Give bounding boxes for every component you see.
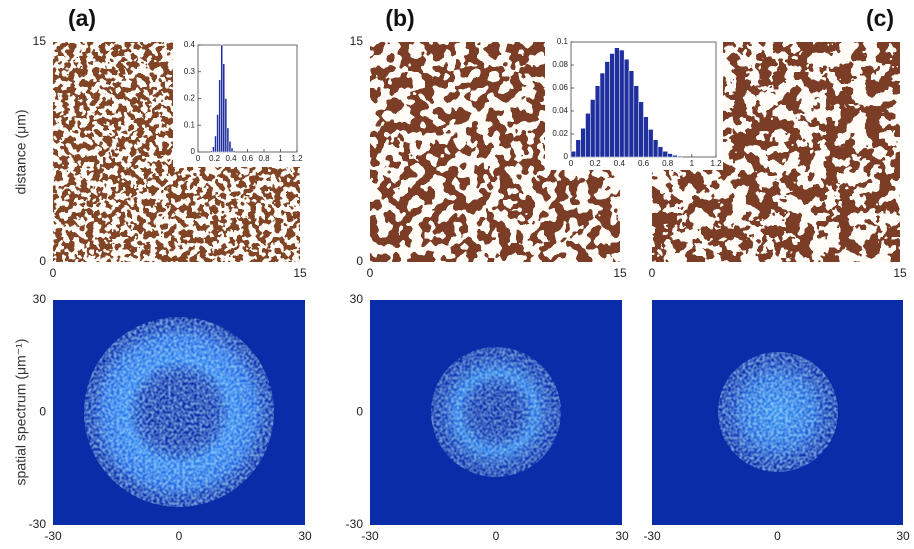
x-tick-label: -30 bbox=[361, 529, 379, 543]
y-tick-label: 0.02 bbox=[552, 129, 568, 138]
bar bbox=[224, 98, 228, 153]
x-tick-label: 0.2 bbox=[590, 159, 602, 168]
x-tick-label: 15 bbox=[613, 266, 627, 280]
bar bbox=[226, 127, 230, 153]
bar bbox=[216, 114, 219, 153]
x-tick-label: 0 bbox=[50, 266, 57, 280]
bar bbox=[657, 146, 664, 158]
bar bbox=[623, 59, 630, 158]
x-tick-label: 30 bbox=[298, 529, 312, 543]
y-tick-label: 0 bbox=[191, 147, 196, 156]
spectrum-speckle bbox=[718, 352, 838, 472]
x-tick-label: 0.8 bbox=[258, 154, 270, 163]
x-tick-label: -30 bbox=[44, 529, 62, 543]
bar bbox=[218, 79, 221, 153]
bar bbox=[648, 129, 654, 158]
x-tick-label: 0.8 bbox=[662, 159, 674, 168]
y-tick-label: 0 bbox=[39, 254, 46, 268]
x-tick-label: 0 bbox=[649, 266, 656, 280]
y-tick-label: 0.3 bbox=[184, 67, 196, 76]
x-tick-label: -30 bbox=[643, 529, 661, 543]
x-tick-label: 0.2 bbox=[209, 154, 221, 163]
x-tick-label: 15 bbox=[293, 266, 307, 280]
y-tick-label: 0.06 bbox=[552, 83, 568, 92]
y-tick-label: 0.2 bbox=[184, 94, 196, 103]
x-tick-label: 1.2 bbox=[291, 154, 303, 163]
bar bbox=[228, 141, 232, 153]
bar bbox=[667, 153, 673, 158]
y-tick-label: -30 bbox=[29, 517, 47, 531]
inset-background bbox=[173, 40, 301, 167]
bar bbox=[609, 53, 615, 158]
bar bbox=[604, 61, 610, 158]
histogram-inset: 0 0.2 0.4 0.6 0.8 1 1.2 0 0.02 0.04 0.06 0.08 0.1 bbox=[545, 36, 723, 170]
bar bbox=[594, 85, 601, 158]
bar bbox=[590, 99, 596, 158]
bar bbox=[638, 101, 644, 158]
bar bbox=[210, 150, 213, 153]
y-tick-label: 30 bbox=[33, 292, 47, 306]
y-tick-label: 30 bbox=[350, 292, 364, 306]
x-tick-label: 0.6 bbox=[242, 154, 254, 163]
y-axis-label: spatial spectrum (μm⁻¹) bbox=[13, 339, 29, 486]
x-tick-label: 0 bbox=[774, 529, 781, 543]
x-tick-label: 0.4 bbox=[614, 159, 626, 168]
y-tick-label: 15 bbox=[350, 34, 364, 48]
x-tick-label: 1 bbox=[278, 154, 283, 163]
x-tick-label: 1.2 bbox=[710, 159, 722, 168]
panel-label: (b) bbox=[385, 5, 414, 31]
x-tick-label: 0 bbox=[196, 154, 201, 163]
bar bbox=[662, 151, 668, 158]
y-tick-label: 0.1 bbox=[184, 120, 196, 129]
bar bbox=[580, 128, 586, 158]
y-tick-label: 0.08 bbox=[552, 60, 568, 69]
bar bbox=[222, 63, 226, 153]
bar bbox=[619, 49, 625, 158]
x-tick-label: 30 bbox=[896, 529, 910, 543]
bar bbox=[614, 47, 620, 158]
x-tick-label: 30 bbox=[615, 529, 629, 543]
bar bbox=[230, 147, 234, 153]
bar bbox=[575, 139, 581, 158]
y-tick-label: 15 bbox=[33, 34, 47, 48]
histogram-inset: 0 0.2 0.4 0.6 0.8 1 1.2 0 0.1 0.2 0.3 0.4 bbox=[173, 40, 303, 167]
panel-label: (c) bbox=[866, 5, 894, 31]
y-axis-label: distance (μm) bbox=[13, 109, 29, 194]
bar bbox=[570, 151, 577, 158]
x-tick-label: 1 bbox=[690, 159, 695, 168]
x-tick-label: 0 bbox=[493, 529, 500, 543]
bar bbox=[633, 85, 639, 158]
x-tick-label: 15 bbox=[893, 266, 907, 280]
bar bbox=[652, 139, 659, 158]
spectrum-speckle bbox=[84, 317, 274, 507]
y-tick-label: -30 bbox=[346, 517, 364, 531]
bar bbox=[677, 155, 683, 158]
x-tick-label: 0.6 bbox=[638, 159, 650, 168]
bar bbox=[214, 135, 217, 153]
bar bbox=[585, 113, 591, 158]
bar bbox=[672, 155, 678, 158]
y-tick-label: 0.4 bbox=[184, 40, 196, 49]
x-tick-label: 0.4 bbox=[225, 154, 237, 163]
bar bbox=[212, 146, 215, 153]
y-tick-label: 0 bbox=[564, 152, 569, 161]
bar bbox=[599, 72, 606, 158]
bar bbox=[628, 70, 635, 158]
y-tick-label: 0 bbox=[356, 254, 363, 268]
y-tick-label: 0.04 bbox=[552, 106, 568, 115]
x-tick-label: 0 bbox=[367, 266, 374, 280]
y-tick-label: 0 bbox=[39, 405, 46, 419]
y-tick-label: 0.1 bbox=[557, 37, 569, 46]
bar bbox=[232, 150, 236, 153]
bar bbox=[220, 44, 223, 153]
panel-label: (a) bbox=[68, 5, 96, 31]
x-tick-label: 0 bbox=[176, 529, 183, 543]
y-tick-label: 0 bbox=[356, 405, 363, 419]
bar bbox=[643, 116, 649, 158]
spectrum-speckle bbox=[431, 347, 561, 477]
x-tick-label: 0 bbox=[569, 159, 574, 168]
